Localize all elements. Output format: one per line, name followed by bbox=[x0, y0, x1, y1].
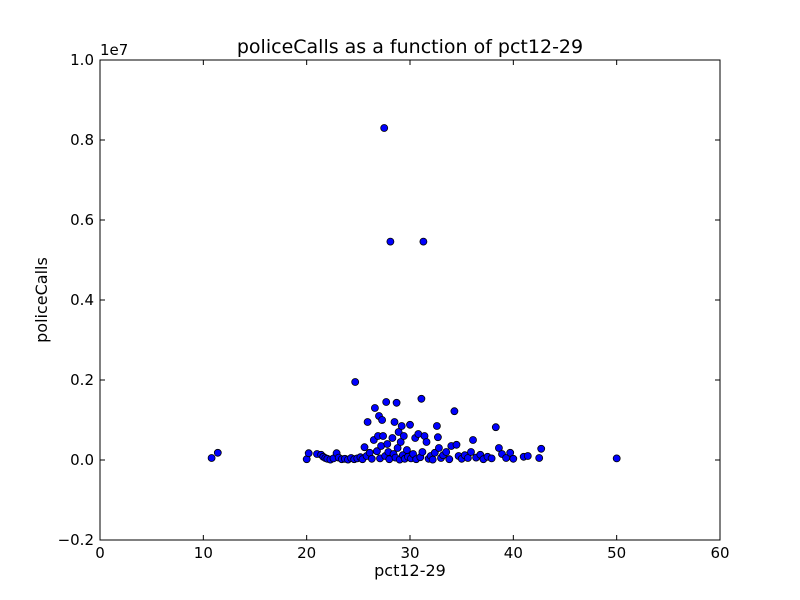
scatter-point bbox=[452, 440, 461, 449]
scatter-point bbox=[363, 418, 372, 426]
y-tick-label: −0.2 bbox=[58, 531, 94, 549]
chart-title: policeCalls as a function of pct12-29 bbox=[237, 36, 583, 58]
scatter-point bbox=[397, 422, 406, 430]
scatter-point bbox=[612, 454, 621, 463]
y-tick-label: 0.2 bbox=[70, 371, 94, 389]
scatter-point bbox=[207, 454, 216, 462]
scatter-point bbox=[419, 237, 428, 246]
x-tick-label: 30 bbox=[400, 544, 419, 562]
x-tick-label: 40 bbox=[504, 544, 523, 562]
scatter-point bbox=[487, 454, 496, 463]
scatter-point bbox=[304, 449, 313, 458]
scatter-point bbox=[390, 418, 399, 426]
scatter-point bbox=[380, 124, 389, 132]
scatter-point bbox=[394, 428, 403, 436]
scatter-point bbox=[467, 448, 475, 456]
scatter-point bbox=[422, 438, 431, 446]
scatter-point bbox=[370, 404, 379, 412]
x-tick-label: 0 bbox=[95, 544, 105, 562]
scatter-point bbox=[418, 448, 427, 456]
scatter-point bbox=[491, 423, 500, 432]
y-tick-label: 0.4 bbox=[70, 291, 94, 309]
x-tick-label: 60 bbox=[710, 544, 729, 562]
scatter-point bbox=[386, 237, 395, 246]
scatter-points bbox=[207, 124, 621, 464]
scatter-point bbox=[372, 447, 381, 456]
scatter-point bbox=[434, 444, 443, 452]
axis-tick-labels: 0 10 20 30 40 50 60 −0.2 0.0 0.2 0.4 0.6 0.8 1.0 bbox=[58, 51, 730, 562]
scatter-point bbox=[463, 454, 472, 462]
scatter-point bbox=[388, 434, 397, 442]
scatter-point bbox=[509, 454, 518, 463]
scatter-point bbox=[450, 407, 459, 416]
x-tick-label: 50 bbox=[607, 544, 626, 562]
scatter-point bbox=[445, 455, 454, 464]
y-tick-label: 0.6 bbox=[70, 211, 94, 229]
scatter-point bbox=[494, 444, 503, 452]
y-tick-label: 0.0 bbox=[70, 451, 94, 469]
scatter-point bbox=[382, 398, 391, 406]
scatter-point bbox=[396, 438, 405, 446]
scatter-point bbox=[351, 378, 360, 386]
scatter-point bbox=[379, 432, 388, 440]
plot-area bbox=[100, 60, 720, 540]
scatter-point bbox=[402, 446, 411, 454]
y-tick-label: 1.0 bbox=[70, 51, 94, 69]
scatter-point bbox=[378, 416, 387, 424]
x-tick-label: 20 bbox=[297, 544, 316, 562]
scatter-point bbox=[428, 455, 437, 464]
y-axis-label: policeCalls bbox=[32, 257, 51, 343]
scatter-point bbox=[469, 436, 477, 444]
y-tick-label: 0.8 bbox=[70, 131, 94, 149]
scatter-point bbox=[506, 448, 515, 457]
scatter-point bbox=[432, 422, 441, 430]
scatter-point bbox=[399, 432, 408, 440]
plot-frame bbox=[99, 59, 721, 541]
scatter-point bbox=[417, 394, 426, 403]
y-axis-multiplier: 1e7 bbox=[100, 41, 128, 59]
scatter-point bbox=[383, 440, 392, 448]
scatter-point bbox=[537, 444, 546, 453]
scatter-point bbox=[433, 433, 442, 442]
scatter-point bbox=[523, 452, 532, 460]
scatter-point bbox=[393, 444, 402, 452]
x-tick-label: 10 bbox=[194, 544, 213, 562]
x-axis-label: pct12-29 bbox=[374, 561, 446, 580]
scatter-point bbox=[535, 454, 544, 462]
scatter-point bbox=[406, 420, 414, 429]
scatter-point bbox=[213, 448, 222, 457]
scatter-point bbox=[442, 448, 451, 456]
scatter-point bbox=[367, 454, 376, 463]
scatter-point bbox=[392, 398, 401, 407]
scatter-point bbox=[360, 443, 369, 452]
